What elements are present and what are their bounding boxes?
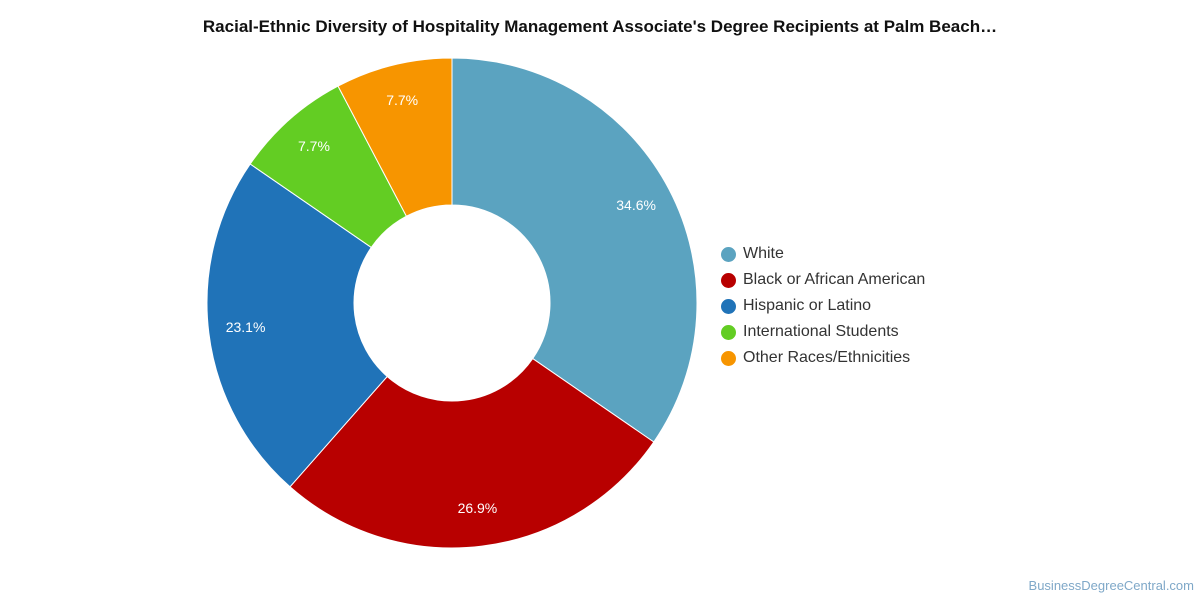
legend-swatch-icon (721, 246, 736, 262)
slice-white[interactable] (451, 57, 698, 443)
slice-value-label: 26.9% (458, 500, 498, 516)
slice-black-or-african-american[interactable] (289, 357, 655, 549)
slice-hispanic-or-latino[interactable] (206, 163, 388, 488)
slice-labels-group: 34.6% 26.9% 23.1% 7.7% 7.7% (226, 92, 656, 516)
legend-item[interactable]: Hispanic or Latino (721, 293, 925, 319)
legend-label: Black or African American (743, 271, 926, 288)
slice-value-label: 7.7% (298, 138, 330, 154)
legend-swatch-icon (721, 272, 736, 288)
watermark-link[interactable]: BusinessDegreeCentral.com (1028, 578, 1194, 593)
legend-swatch-icon (721, 298, 736, 314)
chart-title: Racial-Ethnic Diversity of Hospitality M… (202, 17, 998, 36)
slice-value-label: 7.7% (386, 92, 418, 108)
legend-item[interactable]: International Students (721, 319, 925, 345)
slice-value-label: 34.6% (616, 197, 656, 213)
legend-label: International Students (743, 323, 899, 340)
legend-item[interactable]: White (721, 241, 925, 267)
slice-other-races-ethnicities[interactable] (337, 57, 453, 217)
legend-item[interactable]: Other Races/Ethnicities (721, 345, 925, 371)
legend: White Black or African American Hispanic o… (721, 241, 925, 371)
legend-label: White (743, 245, 784, 262)
slice-value-label: 23.1% (226, 319, 266, 335)
legend-label: Other Races/Ethnicities (743, 349, 911, 366)
legend-label: Hispanic or Latino (743, 297, 872, 314)
legend-swatch-icon (721, 350, 736, 366)
legend-swatch-icon (721, 324, 736, 340)
legend-item[interactable]: Black or African American (721, 267, 925, 293)
slices-group (206, 57, 698, 549)
